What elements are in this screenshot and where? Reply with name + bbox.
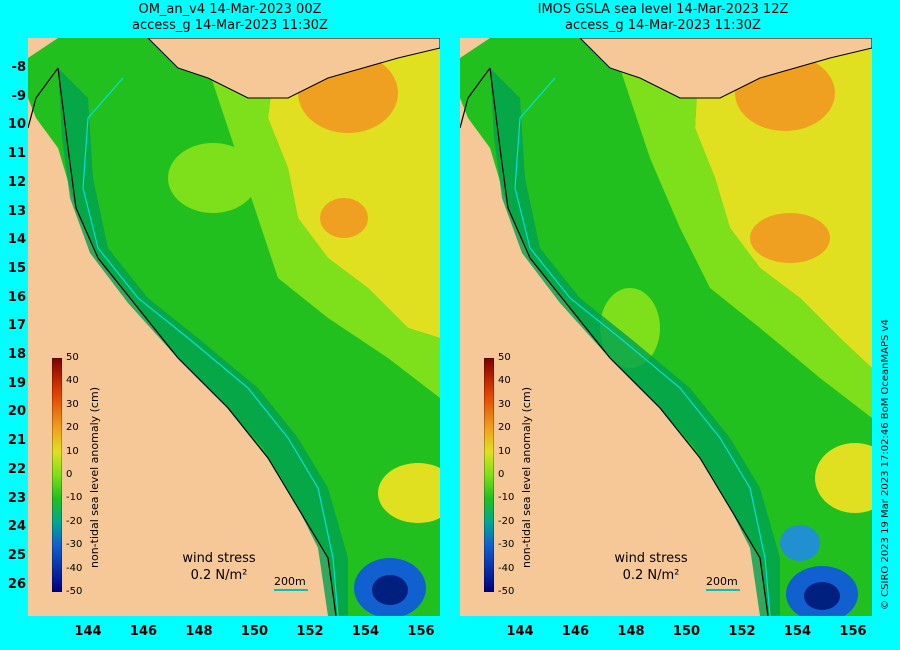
anomaly-orange-mid: [750, 213, 830, 263]
lat-label: 12: [7, 174, 26, 190]
lon-label: 154: [351, 624, 380, 639]
lat-label: 15: [7, 260, 26, 276]
colorbar-tick: -30: [498, 539, 515, 551]
lat-label: 17: [7, 318, 26, 334]
colorbar-tick: 0: [66, 469, 73, 480]
right-title-line2: access_g 14-Mar-2023 11:30Z: [565, 18, 761, 33]
lat-label: 24: [7, 519, 26, 535]
depth-contour-200m: [82, 77, 339, 616]
left-colorbar-title: non-tidal sea level anomaly (cm): [88, 387, 101, 568]
left-colorbar: [52, 358, 62, 592]
lat-label: 19: [7, 375, 26, 391]
colorbar-tick: -20: [498, 515, 515, 527]
anomaly-yellow-north: [695, 38, 872, 368]
colorbar-tick: -10: [498, 492, 515, 504]
colorbar-tick: 30: [66, 398, 79, 410]
lon-label: 150: [240, 624, 269, 639]
lat-label: 23: [7, 490, 26, 506]
wind-stress-value: 0.2 N/m²: [622, 568, 680, 583]
right-title-line1: IMOS GSLA sea level 14-Mar-2023 12Z: [537, 2, 789, 17]
wind-stress-label: wind stress: [182, 551, 256, 566]
depth-contour-200m: [514, 77, 771, 616]
lat-label: 10: [7, 117, 26, 133]
colorbar-tick: 20: [66, 422, 79, 434]
lon-label: 144: [74, 624, 102, 639]
lon-label: 148: [185, 624, 213, 639]
colorbar-tick: -20: [66, 515, 83, 527]
left-title-line1: OM_an_v4 14-Mar-2023 00Z: [138, 2, 322, 17]
shelf-band: [490, 68, 780, 616]
wind-stress-value: 0.2 N/m²: [190, 568, 248, 583]
colorbar-tick: 50: [498, 352, 511, 363]
colorbar-tick: 30: [498, 398, 511, 410]
lat-label: 20: [7, 404, 26, 420]
lon-label: 146: [129, 624, 158, 639]
lon-label: 156: [407, 624, 435, 639]
right-wind-legend: wind stress 0.2 N/m²: [596, 550, 706, 584]
right-map-panel: 50 40 30 20 10 0 -10 -20 -30 -40 -50 non-tidal sea…: [460, 38, 872, 616]
colorbar-tick: -40: [498, 562, 515, 574]
coastline: [460, 67, 769, 616]
left-map-panel: 50 40 30 20 10 0 -10 -20 -30 -40 -50 non-tidal sea…: [28, 38, 440, 616]
colorbar-tick: -40: [66, 562, 83, 574]
lat-label: 25: [7, 547, 26, 563]
lon-label: 146: [561, 624, 590, 639]
lat-label: 22: [7, 461, 26, 477]
colorbar-tick: -50: [498, 586, 515, 597]
lon-label: 156: [839, 624, 867, 639]
colorbar-tick: -50: [66, 586, 83, 597]
lon-label: 144: [506, 624, 534, 639]
anomaly-yellow-patch: [168, 143, 258, 213]
png-landmass: [579, 38, 872, 99]
right-panel-title: IMOS GSLA sea level 14-Mar-2023 12Z acce…: [483, 2, 843, 34]
lat-label: 14: [7, 232, 26, 248]
shelf-band: [58, 68, 348, 616]
anomaly-lightgreen: [610, 38, 872, 418]
right-depth-label: 200m: [706, 575, 738, 588]
lat-label: -9: [11, 88, 26, 104]
colorbar-tick: 20: [498, 422, 511, 434]
lat-label: 18: [7, 347, 26, 362]
colorbar-tick: 0: [498, 469, 505, 480]
lat-label: 16: [7, 289, 26, 305]
right-map-svg: [460, 38, 872, 616]
left-title-line2: access_g 14-Mar-2023 11:30Z: [132, 18, 328, 33]
right-colorbar: [484, 358, 494, 592]
wind-stress-label: wind stress: [614, 551, 688, 566]
lat-label: 13: [7, 203, 26, 219]
coastline: [28, 67, 337, 616]
anomaly-blue-eddy-a: [780, 525, 820, 561]
anomaly-orange-mid: [320, 198, 368, 238]
left-map-svg: [28, 38, 440, 616]
lat-label: -8: [11, 60, 26, 75]
right-depth-line: [706, 589, 740, 591]
png-landmass: [147, 38, 440, 99]
lon-label: 154: [783, 624, 812, 639]
colorbar-tick: 10: [66, 445, 79, 457]
lat-label: 26: [7, 576, 26, 592]
colorbar-tick: -10: [66, 492, 83, 504]
lon-label: 150: [672, 624, 701, 639]
colorbar-tick: 50: [66, 352, 79, 363]
left-depth-label: 200m: [274, 575, 306, 588]
anomaly-yellow-southeast: [378, 463, 440, 523]
left-wind-legend: wind stress 0.2 N/m²: [164, 550, 274, 584]
anomaly-blue-core: [372, 575, 408, 605]
lon-label: 152: [296, 624, 324, 639]
colorbar-tick: 10: [498, 445, 511, 457]
credit-text: © CSIRO 2023 19 Mar 2023 17:02:46 BoM Oc…: [880, 319, 891, 610]
lon-label: 148: [617, 624, 645, 639]
anomaly-blue-core: [804, 582, 840, 610]
lon-label: 152: [728, 624, 756, 639]
colorbar-tick: -30: [66, 539, 83, 551]
left-depth-line: [274, 589, 308, 591]
right-colorbar-title: non-tidal sea level anomaly (cm): [520, 387, 533, 568]
colorbar-tick: 40: [66, 375, 79, 387]
anomaly-yellow-southeast: [815, 443, 872, 513]
lat-label: 11: [7, 146, 26, 162]
anomaly-lightgreen: [198, 38, 440, 398]
lat-label: 21: [7, 433, 26, 449]
left-panel-title: OM_an_v4 14-Mar-2023 00Z access_g 14-Mar…: [50, 2, 410, 34]
colorbar-tick: 40: [498, 375, 511, 387]
